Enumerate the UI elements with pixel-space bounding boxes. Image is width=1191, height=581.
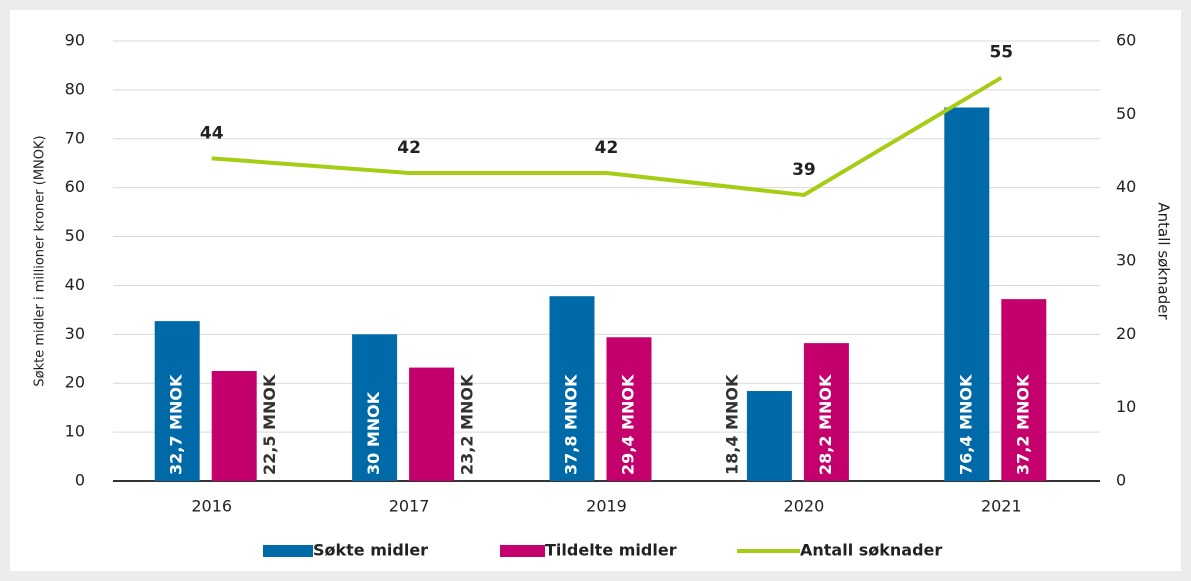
line-value-label: 39 (792, 160, 816, 180)
y2-tick-label: 40 (1116, 177, 1136, 196)
bar (803, 343, 849, 481)
y-tick-label: 30 (65, 324, 85, 343)
y-tick-label: 70 (65, 128, 85, 147)
y-tick-label: 60 (65, 177, 85, 196)
bar (944, 107, 990, 481)
x-tick-label: 2021 (981, 497, 1022, 516)
y-tick-label: 80 (65, 79, 85, 98)
bar-value-label: 18,4 MNOK (722, 374, 741, 475)
line-value-label: 42 (397, 138, 421, 158)
y2-tick-label: 0 (1116, 471, 1126, 490)
bar (154, 321, 200, 481)
bar (606, 337, 652, 481)
line (211, 75, 1003, 198)
legend-swatch (263, 545, 313, 557)
bar-value-label: 32,7 MNOK (167, 374, 186, 475)
line-value-label: 42 (595, 138, 619, 158)
bar-value-label: 30 MNOK (364, 391, 383, 475)
legend-label: Tildelte midler (545, 541, 677, 560)
x-tick-label: 2020 (784, 497, 825, 516)
bar-value-label: 28,2 MNOK (816, 374, 835, 475)
y-tick-label: 40 (65, 275, 85, 294)
bar-value-label: 29,4 MNOK (619, 374, 638, 475)
y2-tick-label: 50 (1116, 104, 1136, 123)
legend-label: Søkte midler (313, 541, 428, 560)
y2-tick-label: 60 (1116, 31, 1136, 50)
legend-label: Antall søknader (800, 541, 942, 560)
line-value-label: 44 (200, 123, 224, 143)
y2-axis-label: Antall søknader (1155, 202, 1173, 320)
y-tick-label: 50 (65, 226, 85, 245)
chart-background (10, 10, 1181, 571)
y2-tick-label: 10 (1116, 397, 1136, 416)
y2-tick-label: 30 (1116, 251, 1136, 270)
y-tick-label: 0 (75, 471, 85, 490)
bar-value-label: 37,8 MNOK (562, 374, 581, 475)
y-tick-label: 10 (65, 422, 85, 441)
line-value-label: 55 (989, 43, 1013, 63)
y-axis-label: Søkte midler i millioner kroner (MNOK) (33, 135, 48, 386)
bar (352, 334, 398, 481)
bar-value-label: 23,2 MNOK (458, 374, 477, 475)
bar (211, 371, 257, 481)
y-tick-label: 20 (65, 373, 85, 392)
bar (409, 367, 455, 481)
bar (549, 296, 595, 481)
bar (1001, 299, 1047, 481)
x-tick-label: 2016 (191, 497, 232, 516)
y-tick-label: 90 (65, 31, 85, 50)
bar-value-label: 37,2 MNOK (1013, 374, 1032, 475)
bar-value-label: 22,5 MNOK (260, 374, 279, 475)
bar-value-label: 76,4 MNOK (956, 374, 975, 475)
x-tick-label: 2017 (389, 497, 430, 516)
y2-tick-label: 20 (1116, 324, 1136, 343)
legend-swatch (500, 545, 545, 557)
x-tick-label: 2019 (586, 497, 627, 516)
bar (746, 391, 792, 481)
